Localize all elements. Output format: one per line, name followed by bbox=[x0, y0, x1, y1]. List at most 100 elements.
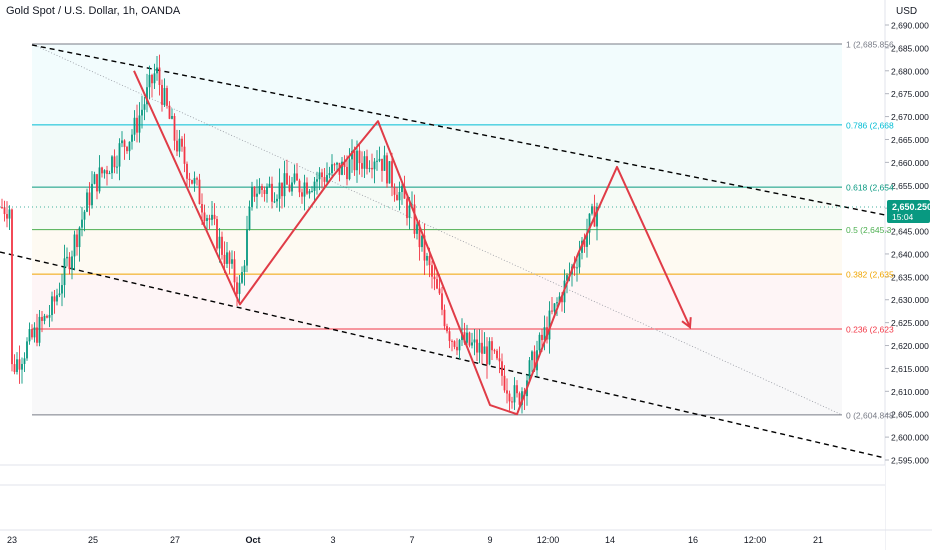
candle-body bbox=[133, 117, 136, 135]
candle-body bbox=[151, 74, 153, 84]
candle-body bbox=[468, 332, 471, 346]
candle-body bbox=[448, 331, 451, 341]
candle-body bbox=[18, 359, 21, 370]
candle-body bbox=[166, 88, 168, 106]
candle-body bbox=[73, 234, 76, 257]
price-tick-label: 2,690.000 bbox=[891, 21, 929, 31]
fib-band bbox=[32, 187, 842, 230]
candle-body bbox=[303, 182, 306, 197]
time-axis[interactable]: 23 25 27 Oct 3 7 9 12:00 14 16 12:00 21 bbox=[0, 464, 932, 550]
candle-body bbox=[251, 186, 253, 207]
candle-body bbox=[246, 229, 248, 266]
time-tick-label: 25 bbox=[88, 535, 98, 545]
candle-body bbox=[561, 296, 563, 303]
candle-body bbox=[83, 211, 86, 220]
candle-body bbox=[198, 179, 201, 205]
projection-path[interactable] bbox=[133, 70, 692, 416]
candle-body bbox=[511, 401, 513, 403]
price-tick-label: 2,600.000 bbox=[891, 433, 929, 443]
candle-body bbox=[408, 205, 411, 219]
candle-body bbox=[401, 186, 403, 192]
candle-body bbox=[433, 276, 436, 280]
candle-body bbox=[161, 84, 163, 105]
time-tick-label: 21 bbox=[813, 535, 823, 545]
candle-body bbox=[518, 393, 521, 405]
candle-body bbox=[578, 252, 581, 268]
price-tick-label: 2,595.000 bbox=[891, 456, 929, 466]
candle-body bbox=[168, 105, 171, 119]
candle-body bbox=[208, 218, 211, 220]
candle-body bbox=[548, 310, 551, 340]
countdown-label: 15:04 bbox=[892, 212, 914, 222]
candle-body bbox=[126, 146, 128, 152]
candle-body bbox=[98, 167, 101, 192]
fib-label: 0.382 (2,635 bbox=[846, 270, 894, 280]
price-tick-label: 2,615.000 bbox=[891, 364, 929, 374]
time-tick-label: 16 bbox=[688, 535, 698, 545]
candle-body bbox=[553, 303, 556, 312]
candle-body bbox=[316, 179, 318, 182]
candle-body bbox=[248, 206, 251, 230]
candle-body bbox=[331, 164, 333, 174]
candle-body bbox=[418, 224, 421, 248]
candle-body bbox=[341, 161, 343, 175]
candle-body bbox=[191, 180, 193, 184]
candle-body bbox=[458, 340, 461, 351]
candle-body bbox=[93, 174, 96, 184]
candle-body bbox=[221, 236, 223, 255]
candle-body bbox=[171, 116, 173, 119]
candle-body bbox=[66, 256, 68, 259]
candle-body bbox=[438, 288, 441, 294]
candle-body bbox=[463, 332, 466, 343]
candle-body bbox=[376, 160, 378, 162]
candle-body bbox=[118, 143, 121, 167]
price-axis[interactable]: 2,690.000 2,685.000 2,680.000 2,675.000 2,67… bbox=[884, 0, 932, 550]
time-tick-label: 14 bbox=[605, 535, 615, 545]
candle-body bbox=[153, 73, 156, 84]
upper-trendline[interactable] bbox=[31, 44, 886, 216]
candle-body bbox=[368, 167, 371, 169]
candle-body bbox=[301, 192, 303, 197]
price-axis-bg bbox=[885, 0, 932, 550]
candle-body bbox=[543, 327, 546, 341]
projection-line[interactable] bbox=[133, 70, 691, 416]
candle-body bbox=[498, 358, 501, 362]
candle-body bbox=[296, 173, 298, 181]
candle-body bbox=[28, 329, 31, 342]
candle-body bbox=[201, 204, 203, 213]
candle-body bbox=[413, 204, 416, 234]
candle-body bbox=[38, 316, 41, 343]
candle-body bbox=[211, 214, 213, 220]
candle-body bbox=[346, 166, 348, 180]
time-tick-label: 23 bbox=[7, 535, 17, 545]
time-axis-bg bbox=[0, 465, 885, 550]
candle-body bbox=[268, 183, 271, 187]
fib-label: 0.236 (2,623 bbox=[846, 325, 894, 335]
candle-body bbox=[253, 186, 256, 197]
candle-body bbox=[328, 173, 331, 176]
candle-body bbox=[398, 191, 401, 201]
candle-body bbox=[243, 265, 246, 273]
candle-body bbox=[478, 342, 481, 353]
candle-body bbox=[343, 161, 346, 167]
candle-body bbox=[476, 339, 478, 353]
candle-body bbox=[48, 315, 51, 318]
candle-body bbox=[23, 358, 26, 364]
trend-channel[interactable] bbox=[0, 44, 886, 459]
candle-body bbox=[488, 341, 491, 365]
lower-trendline[interactable] bbox=[0, 251, 886, 459]
candle-body bbox=[241, 272, 243, 283]
candle-body bbox=[1, 207, 3, 209]
candle-body bbox=[206, 218, 208, 221]
candle-body bbox=[323, 177, 326, 182]
fib-label: 0.786 (2,668 bbox=[846, 120, 894, 130]
candle-body bbox=[26, 341, 28, 359]
candle-body bbox=[533, 351, 536, 371]
price-tick-label: 2,655.000 bbox=[891, 181, 929, 191]
candle-body bbox=[586, 232, 588, 247]
price-tick-label: 2,675.000 bbox=[891, 89, 929, 99]
candle-body bbox=[223, 254, 226, 264]
fib-level-labels: 1 (2,685.856 0.786 (2,668 0.618 (2,654 0.5 … bbox=[846, 39, 894, 420]
candle-body bbox=[163, 88, 166, 105]
